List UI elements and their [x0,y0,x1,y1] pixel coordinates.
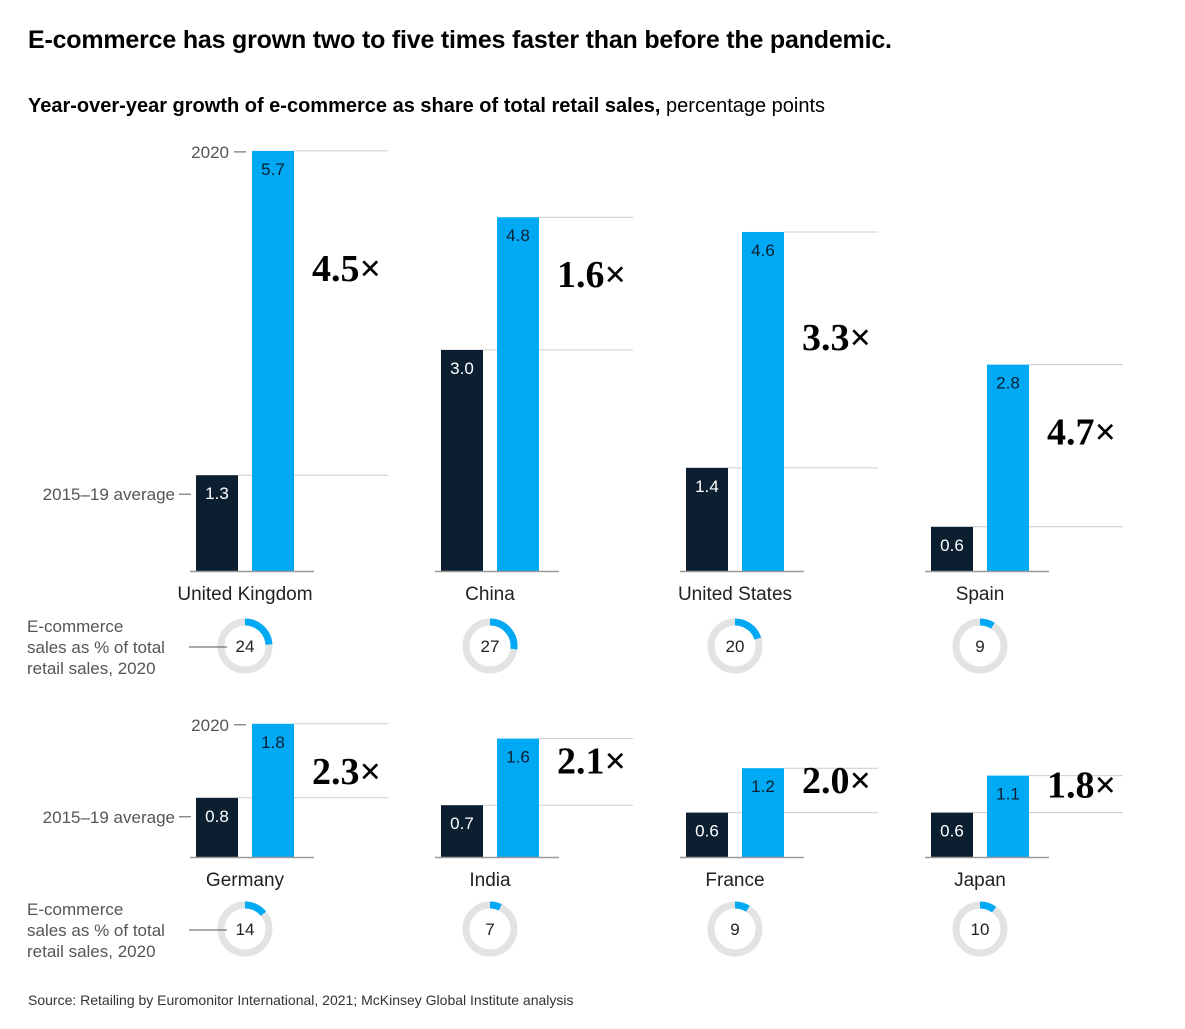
country-label-india: India [469,870,511,891]
donut-value-germany: 14 [236,920,255,939]
subtitle-main: Year-over-year growth of e-commerce as s… [28,95,661,117]
multiplier-spain: 4.7× [1047,412,1116,454]
country-label-japan: Japan [954,870,1006,891]
axis-label-2020: 2020 [191,716,229,735]
value-label-2020-united-kingdom: 5.7 [261,160,285,179]
donut-fill-spain [979,618,995,629]
donut-legend-line: retail sales, 2020 [27,659,156,678]
bar-avg-germany [196,797,238,857]
axis-label-2020: 2020 [191,143,229,162]
axis-label-baseline: 2015–19 average [43,808,175,827]
multiplier-germany: 2.3× [312,751,381,793]
value-label-2020-japan: 1.1 [996,785,1020,804]
donut-fill-japan [979,901,997,913]
bar-2020-united-states [742,231,784,572]
value-label-avg-spain: 0.6 [940,536,964,555]
donut-value-united-states: 20 [726,637,745,656]
multiplier-japan: 1.8× [1047,765,1116,807]
multiplier-china: 1.6× [557,254,626,296]
country-label-germany: Germany [206,870,285,891]
subtitle-unit: percentage points [660,95,826,117]
axis-label-baseline: 2015–19 average [43,485,175,504]
country-label-united-kingdom: United Kingdom [177,584,312,605]
donut-value-japan: 10 [971,920,990,939]
country-label-china: China [465,584,515,605]
value-label-avg-japan: 0.6 [940,822,964,841]
donut-legend-line: sales as % of total [27,921,165,940]
donut-value-spain: 9 [975,637,984,656]
bar-avg-united-kingdom [196,475,238,571]
value-label-avg-china: 3.0 [450,359,474,378]
donut-legend-line: retail sales, 2020 [27,942,156,961]
multiplier-france: 2.0× [802,760,871,802]
bar-avg-united-states [686,467,728,571]
value-label-avg-india: 0.7 [450,814,474,833]
value-label-avg-france: 0.6 [695,822,719,841]
value-label-avg-united-states: 1.4 [695,477,719,496]
value-label-2020-united-states: 4.6 [751,241,775,260]
country-label-united-states: United States [678,584,792,605]
bar-avg-china [441,349,483,571]
donut-fill-united-kingdom [244,618,273,645]
donut-fill-germany [244,901,267,917]
chart-subtitle: Year-over-year growth of e-commerce as s… [28,95,825,118]
country-label-spain: Spain [956,584,1005,605]
country-label-france: France [705,870,764,891]
bar-2020-france [742,768,784,857]
bar-2020-germany [252,723,294,857]
value-label-2020-spain: 2.8 [996,374,1020,393]
donut-fill-china [489,618,518,650]
bar-2020-spain [987,364,1029,571]
donut-legend-line: E-commerce [27,900,123,919]
donut-legend-line: E-commerce [27,617,123,636]
multiplier-united-states: 3.3× [802,317,871,359]
donut-fill-india [489,901,502,911]
bar-2020-japan [987,775,1029,857]
value-label-2020-france: 1.2 [751,777,775,796]
bar-avg-india [441,805,483,857]
donut-fill-united-states [734,618,762,640]
donut-value-france: 9 [730,920,739,939]
value-label-2020-germany: 1.8 [261,733,285,752]
bar-avg-france [686,812,728,857]
bar-2020-china [497,217,539,572]
value-label-2020-india: 1.6 [506,748,530,767]
donut-value-india: 7 [485,920,494,939]
multiplier-india: 2.1× [557,741,626,783]
donut-value-united-kingdom: 24 [236,637,255,656]
bar-avg-spain [931,526,973,571]
donut-legend-line: sales as % of total [27,638,165,657]
chart-title: E-commerce has grown two to five times f… [28,26,892,54]
bar-2020-united-kingdom [252,150,294,571]
bar-2020-india [497,738,539,857]
multiplier-united-kingdom: 4.5× [312,248,381,290]
donut-value-china: 27 [481,637,500,656]
source-note: Source: Retailing by Euromonitor Interna… [28,992,574,1008]
donut-fill-france [734,901,750,912]
bar-avg-japan [931,812,973,857]
value-label-avg-united-kingdom: 1.3 [205,484,229,503]
value-label-avg-germany: 0.8 [205,807,229,826]
value-label-2020-china: 4.8 [506,226,530,245]
